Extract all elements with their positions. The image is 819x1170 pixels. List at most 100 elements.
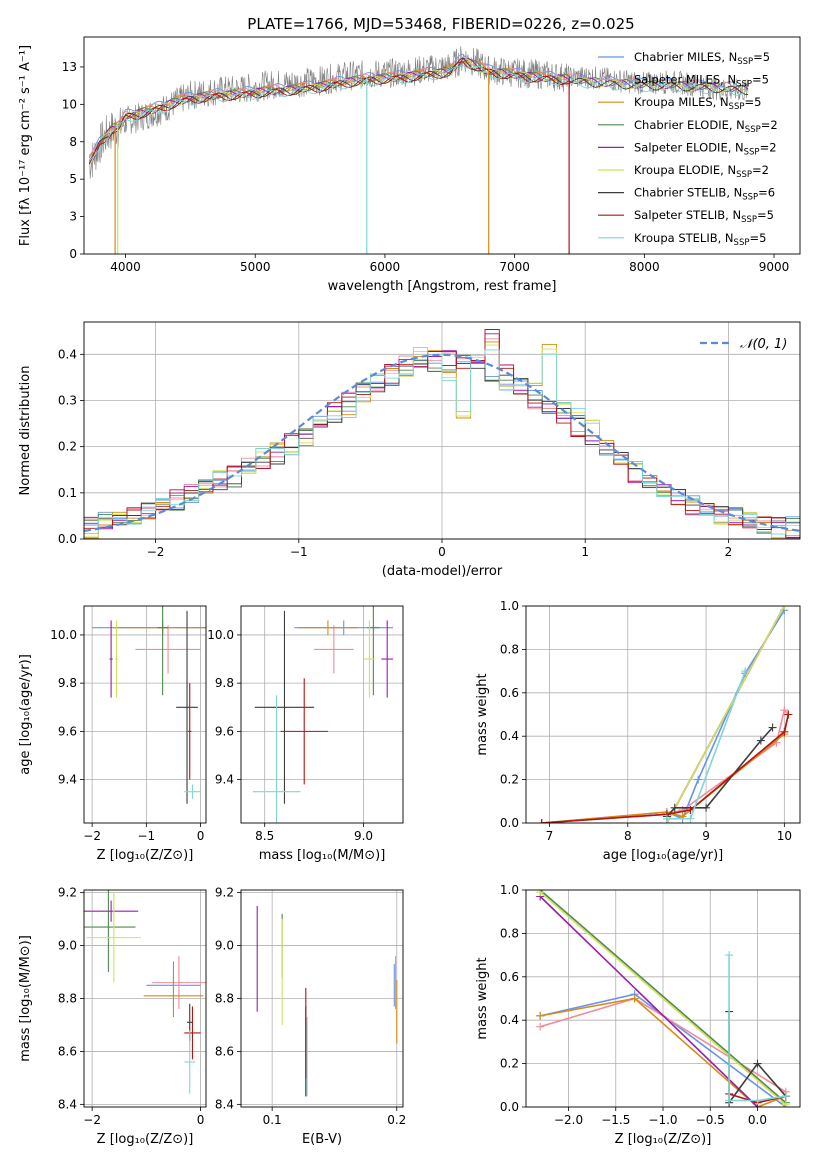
- x-tick-label: 7000: [499, 260, 530, 274]
- legend-label: Chabrier MILES, NSSP=5: [634, 50, 770, 67]
- y-tick-label: 9.8: [215, 676, 234, 690]
- x-axis-label: Z [log₁₀(Z/Z⊙)]: [97, 848, 194, 863]
- weight-point-marker: [536, 1022, 545, 1031]
- plot-area: [536, 890, 790, 1107]
- y-axis-label: age [log₁₀(age/yr)]: [18, 654, 33, 775]
- y-tick-label: 3: [69, 210, 77, 224]
- y-tick-label: 0.2: [58, 440, 77, 454]
- axes-frame: [240, 605, 404, 824]
- x-axis-label: E(B-V): [302, 1132, 342, 1147]
- plot-area: [92, 606, 206, 804]
- y-tick-label: 0.6: [500, 970, 519, 984]
- weight-point-marker: [781, 1100, 790, 1107]
- weight-point-marker: [630, 994, 639, 1003]
- axes-frame: [83, 889, 207, 1108]
- panel-residuals: −2 −1 0 1 2 0.0 0.1 0.2 0.3 0.4 (data-model)/error…: [18, 321, 801, 579]
- y-tick-label: 0.2: [500, 773, 519, 787]
- y-axis-label: mass [log₁₀(M/M⊙)]: [18, 935, 33, 1062]
- x-tick-label: −2: [147, 545, 165, 559]
- legend-subscript: SSP: [744, 147, 760, 157]
- legend-suffix: =5: [752, 73, 769, 87]
- y-tick-label: 0.8: [500, 926, 519, 940]
- y-tick-label: 8.4: [215, 1097, 234, 1111]
- x-tick-label: −0.5: [696, 1113, 725, 1127]
- weight-point-marker: [686, 814, 695, 823]
- legend-label: Salpeter MILES, NSSP=5: [634, 73, 769, 90]
- x-tick-label: 9: [702, 829, 710, 843]
- weight-point-marker: [784, 710, 793, 719]
- y-tick-label: 1.0: [500, 883, 519, 897]
- weight-point-marker: [756, 736, 765, 745]
- y-axis-label: Normed distribution: [18, 366, 33, 496]
- x-axis-label: wavelength [Angstrom, rest frame]: [328, 279, 557, 294]
- x-tick-label: −1.0: [648, 1113, 677, 1127]
- axes-frame: [525, 605, 801, 824]
- y-tick-label: 8: [69, 135, 77, 149]
- y-tick-label: 8.8: [215, 992, 234, 1006]
- weight-series-line: [539, 891, 787, 1106]
- x-axis-label: age [log₁₀(age/yr)]: [603, 848, 724, 863]
- x-tick-label: 5000: [240, 260, 271, 274]
- legend-subscript: SSP: [745, 125, 761, 135]
- legend-label: Chabrier ELODIE, NSSP=2: [634, 118, 778, 135]
- x-tick-label: −1: [290, 545, 308, 559]
- y-tick-label: 10: [62, 97, 77, 111]
- y-tick-label: 10.0: [50, 628, 77, 642]
- y-axis-label: Flux [fλ 10⁻¹⁷ erg cm⁻² s⁻¹ A⁻¹]: [18, 45, 33, 246]
- x-tick-label: 9.0: [354, 829, 373, 843]
- x-axis-label: Z [log₁₀(Z/Z⊙)]: [97, 1132, 194, 1147]
- y-tick-label: 1.0: [500, 599, 519, 613]
- axes-frame: [83, 605, 207, 824]
- x-tick-label: 0.0: [748, 1113, 767, 1127]
- x-tick-label: 8.5: [255, 829, 274, 843]
- y-tick-label: 5: [69, 172, 77, 186]
- legend-suffix: =5: [757, 208, 774, 222]
- y-tick-label: 9.0: [215, 939, 234, 953]
- axes-frame: [83, 36, 801, 255]
- weight-series-line: [541, 714, 790, 823]
- y-axis-label: mass weight: [475, 673, 490, 755]
- legend-label: Chabrier STELIB, NSSP=6: [634, 186, 775, 203]
- plot-area: [537, 606, 793, 823]
- panel-mass_vs_ebv: 0.1 0.2 8.4 8.6 8.8 9.0 9.2 E(B-V): [215, 886, 406, 1147]
- figure-title: PLATE=1766, MJD=53468, FIBERID=0226, z=0…: [247, 15, 634, 33]
- x-tick-label: −1: [138, 829, 156, 843]
- gaussian-legend-label: 𝒩(0, 1): [740, 337, 787, 352]
- y-tick-label: 8.6: [58, 1044, 77, 1058]
- weight-point-marker: [702, 803, 711, 812]
- x-tick-label: 0.1: [263, 1113, 282, 1127]
- y-tick-label: 0.4: [58, 347, 77, 361]
- legend-subscript: SSP: [737, 57, 753, 67]
- legend-suffix: =2: [761, 118, 778, 132]
- y-tick-label: 0: [69, 247, 77, 261]
- panel-age_vs_mass: 8.5 9.0 9.4 9.6 9.8 10.0 mass [log₁₀(M/M⊙)]: [207, 605, 404, 863]
- axes-frame: [525, 889, 801, 1108]
- y-tick-label: 9.2: [215, 886, 234, 900]
- x-tick-label: 6000: [370, 260, 401, 274]
- weight-series-line: [539, 890, 787, 1104]
- x-tick-label: 2: [725, 545, 733, 559]
- weight-point-marker: [537, 819, 546, 823]
- weight-point-marker: [753, 1096, 762, 1105]
- weight-point-marker: [780, 606, 789, 610]
- axes-frame: [240, 889, 404, 1108]
- weight-series-line: [541, 714, 790, 823]
- residual-histogram-line: [84, 347, 800, 539]
- y-tick-label: 13: [62, 60, 77, 74]
- y-tick-label: 8.8: [58, 992, 77, 1006]
- model-spectrum-line: [88, 65, 749, 161]
- panel-mass_vs_Z: −2 0 8.4 8.6 8.8 9.0 9.2 Z [log₁₀(Z/Z⊙)] mass [l…: [18, 886, 207, 1147]
- model-spectrum-line: [88, 57, 749, 164]
- panel-spectrum: 4000 5000 6000 7000 8000 9000 0 3 5 8 10 13 waveleng…: [18, 36, 801, 294]
- plot-area: [252, 606, 394, 823]
- weight-point-marker: [662, 814, 671, 823]
- legend-suffix: =2: [752, 163, 769, 177]
- x-tick-label: −2: [83, 829, 101, 843]
- x-tick-label: −2.0: [554, 1113, 583, 1127]
- observed-spectrum-line: [88, 46, 749, 179]
- x-tick-label: 0: [197, 1113, 205, 1127]
- legend-label: Kroupa STELIB, NSSP=5: [634, 231, 766, 248]
- y-tick-label: 0.4: [500, 729, 519, 743]
- legend-label: Salpeter STELIB, NSSP=5: [634, 208, 774, 225]
- y-tick-label: 9.0: [58, 939, 77, 953]
